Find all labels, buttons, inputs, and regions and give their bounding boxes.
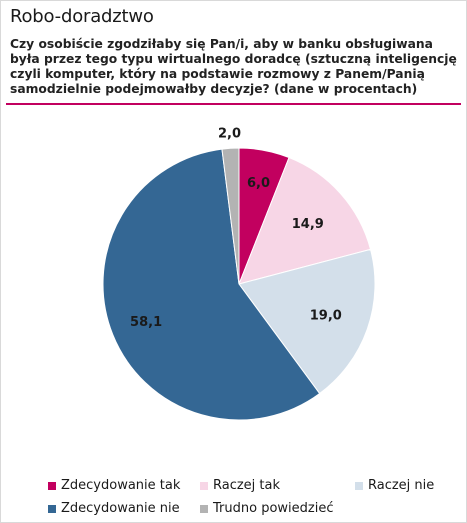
pie-value-label-4: 2,0 (218, 126, 241, 141)
pie-slice-1 (238, 156, 372, 285)
legend-item-raczej-tak: Raczej tak (200, 478, 280, 493)
pie-value-label-1: 14,9 (292, 217, 324, 232)
legend-label: Zdecydowanie tak (61, 478, 181, 493)
legend-swatch (200, 504, 208, 513)
pie-value-labels: 6,0 14,9 19,0 58,1 2,0 (130, 126, 342, 330)
legend-label: Raczej tak (213, 478, 281, 493)
legend-item-trudno-powiedziec: Trudno powiedzieć (200, 501, 333, 516)
title-divider (6, 103, 461, 105)
legend-item-zdecydowanie-nie: Zdecydowanie nie (48, 501, 180, 516)
pie-value-label-0: 6,0 (247, 176, 270, 191)
legend-swatch (355, 481, 363, 490)
pie-slice-2 (238, 248, 376, 395)
legend-item-zdecydowanie-tak: Zdecydowanie tak (48, 478, 180, 493)
legend-label: Raczej nie (368, 478, 435, 493)
legend-label: Trudno powiedzieć (213, 501, 334, 516)
legend-swatch (48, 504, 56, 513)
pie-slice-4 (221, 147, 240, 285)
legend-swatch (48, 481, 56, 490)
pie-value-label-2: 19,0 (310, 309, 342, 324)
legend-label: Zdecydowanie nie (61, 501, 180, 516)
chart-title: Robo-doradztwo (10, 6, 154, 27)
pie-slices (102, 147, 376, 421)
legend-item-raczej-nie: Raczej nie (355, 478, 434, 493)
chart-legend: Zdecydowanie tak Raczej tak Raczej nie Z… (0, 472, 467, 522)
legend-swatch (200, 481, 208, 490)
pie-slice-3 (102, 148, 321, 421)
chart-subtitle: Czy osobiście zgodziłaby się Pan/i, aby … (10, 37, 457, 96)
pie-chart: 6,0 14,9 19,0 58,1 2,0 (102, 126, 376, 421)
pie-value-label-3: 58,1 (130, 315, 162, 330)
